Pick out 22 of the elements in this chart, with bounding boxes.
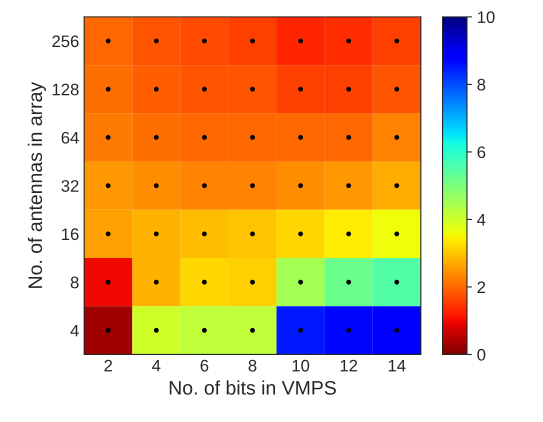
x-tick-label: 2 xyxy=(104,360,112,372)
color-bar-label: 8 xyxy=(477,78,486,91)
x-tick-label: 6 xyxy=(200,360,208,372)
color-bar-label: 4 xyxy=(477,214,486,226)
y-tick-label: 32 xyxy=(61,180,78,192)
y-tick-label: 16 xyxy=(62,228,79,240)
y-tick-label: 64 xyxy=(62,132,79,144)
x-tick-label: 10 xyxy=(292,360,310,372)
color-bar-label: 2 xyxy=(478,281,486,293)
y-tick-label: 256 xyxy=(52,35,79,48)
y-axis-title: No. of antennas in array xyxy=(28,82,46,288)
y-tick-label: 8 xyxy=(70,276,79,288)
x-tick-label: 12 xyxy=(340,360,358,372)
x-tick-label: 14 xyxy=(388,360,406,372)
color-bar-label: 10 xyxy=(478,11,495,24)
y-tick-label: 128 xyxy=(52,84,79,96)
x-tick-label: 4 xyxy=(152,360,160,372)
y-tick-label: 4 xyxy=(70,324,79,336)
color-bar-label: 6 xyxy=(478,146,486,158)
color-bar-label: 0 xyxy=(477,348,486,361)
x-axis-title: No. of bits in VMPS xyxy=(170,380,336,395)
x-tick-label: 8 xyxy=(248,360,256,372)
